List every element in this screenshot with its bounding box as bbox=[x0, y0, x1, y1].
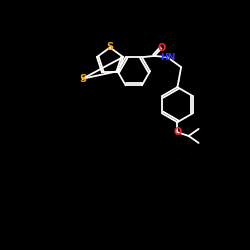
Text: S: S bbox=[106, 42, 114, 52]
Text: S: S bbox=[79, 74, 86, 84]
Text: O: O bbox=[157, 44, 166, 54]
Text: HN: HN bbox=[160, 53, 175, 62]
Text: O: O bbox=[173, 127, 182, 137]
